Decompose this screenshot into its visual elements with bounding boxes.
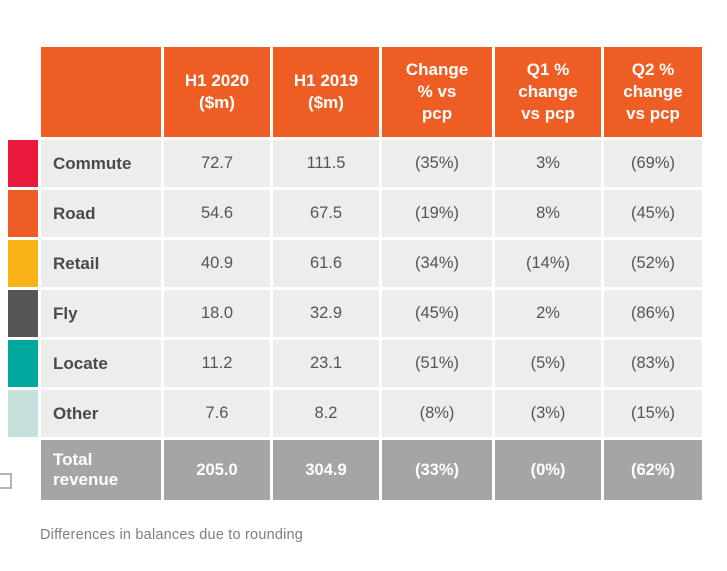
other-swatch — [8, 390, 38, 437]
header-swatch-spacer — [8, 47, 38, 137]
column-header-h1-2019: H1 2019 ($m) — [273, 47, 379, 137]
retail-swatch — [8, 240, 38, 287]
cell-value: 111.5 — [273, 140, 379, 187]
total-swatch-spacer — [8, 440, 38, 500]
cell-value: 61.6 — [273, 240, 379, 287]
total-value: 304.9 — [273, 440, 379, 500]
cell-value: 23.1 — [273, 340, 379, 387]
cell-value: (45%) — [604, 190, 702, 237]
cell-value: 72.7 — [164, 140, 270, 187]
header-corner-cell — [41, 47, 161, 137]
cell-value: (69%) — [604, 140, 702, 187]
cell-value: (83%) — [604, 340, 702, 387]
cell-value: (35%) — [382, 140, 492, 187]
revenue-table: H1 2020 ($m) H1 2019 ($m) Change % vs pc… — [8, 47, 702, 500]
cell-value: (51%) — [382, 340, 492, 387]
cell-value: 8.2 — [273, 390, 379, 437]
cell-value: (86%) — [604, 290, 702, 337]
column-header-q1-change: Q1 % change vs pcp — [495, 47, 601, 137]
row-label-total-revenue: Total revenue — [41, 440, 161, 500]
total-value: (62%) — [604, 440, 702, 500]
rounding-footnote: Differences in balances due to rounding — [40, 527, 304, 543]
column-header-change-pcp: Change % vs pcp — [382, 47, 492, 137]
cell-value: 40.9 — [164, 240, 270, 287]
row-label-other: Other — [41, 390, 161, 437]
commute-swatch — [8, 140, 38, 187]
cell-value: (19%) — [382, 190, 492, 237]
cell-value: 8% — [495, 190, 601, 237]
cell-value: (3%) — [495, 390, 601, 437]
locate-swatch — [8, 340, 38, 387]
total-value: 205.0 — [164, 440, 270, 500]
row-label-fly: Fly — [41, 290, 161, 337]
cell-value: (5%) — [495, 340, 601, 387]
total-value: (33%) — [382, 440, 492, 500]
row-label-retail: Retail — [41, 240, 161, 287]
cell-value: (52%) — [604, 240, 702, 287]
total-value: (0%) — [495, 440, 601, 500]
cell-value: 3% — [495, 140, 601, 187]
cell-value: (45%) — [382, 290, 492, 337]
cell-value: 2% — [495, 290, 601, 337]
row-label-locate: Locate — [41, 340, 161, 387]
row-label-road: Road — [41, 190, 161, 237]
cell-value: 32.9 — [273, 290, 379, 337]
cell-value: 67.5 — [273, 190, 379, 237]
cell-value: 18.0 — [164, 290, 270, 337]
cell-value: 54.6 — [164, 190, 270, 237]
cell-value: (15%) — [604, 390, 702, 437]
fly-swatch — [8, 290, 38, 337]
row-label-commute: Commute — [41, 140, 161, 187]
column-header-q2-change: Q2 % change vs pcp — [604, 47, 702, 137]
cell-value: (14%) — [495, 240, 601, 287]
cell-value: (8%) — [382, 390, 492, 437]
cell-value: (34%) — [382, 240, 492, 287]
cell-value: 7.6 — [164, 390, 270, 437]
road-swatch — [8, 190, 38, 237]
cell-value: 11.2 — [164, 340, 270, 387]
column-header-h1-2020: H1 2020 ($m) — [164, 47, 270, 137]
partial-square-decoration — [0, 473, 12, 489]
